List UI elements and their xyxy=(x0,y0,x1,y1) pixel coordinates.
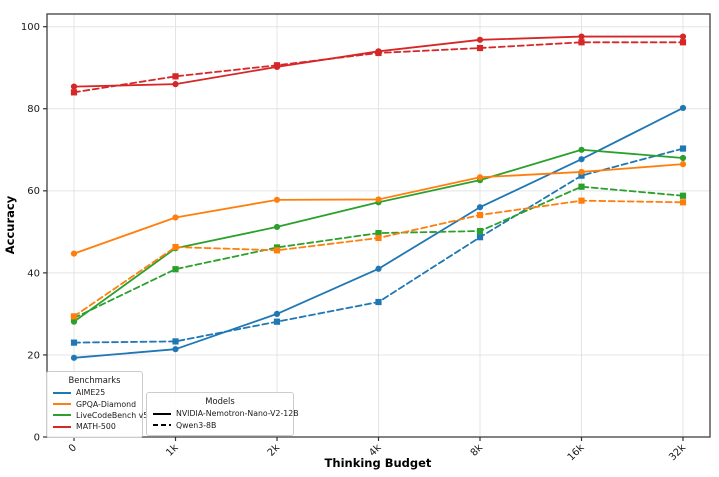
legend-entry-gpqa-diamond: GPQA-Diamond xyxy=(53,398,136,409)
tick-layer xyxy=(43,26,684,441)
data-point xyxy=(273,223,281,231)
legend-line-swatch xyxy=(53,425,71,428)
data-point xyxy=(578,156,585,163)
legend-title: Models xyxy=(205,396,235,406)
x-tick-label: 8k xyxy=(469,442,486,459)
data-point xyxy=(273,196,281,203)
data-point xyxy=(679,199,687,206)
y-tick-label: 0 xyxy=(34,433,40,444)
grid-layer xyxy=(47,14,710,438)
legend-entry-aime25: AIME25 xyxy=(53,387,136,398)
data-point xyxy=(375,196,382,203)
data-point xyxy=(70,354,78,361)
legend-entry-label: Qwen3-8B xyxy=(176,420,217,430)
data-point xyxy=(476,204,484,211)
data-point xyxy=(172,73,179,80)
data-point xyxy=(679,33,687,40)
y-tick-label: 100 xyxy=(21,22,40,33)
y-tick-label: 20 xyxy=(27,350,40,361)
data-point xyxy=(375,49,382,57)
data-point xyxy=(476,44,484,52)
legend-entry-label: MATH-500 xyxy=(76,422,116,432)
data-point xyxy=(70,83,78,90)
data-point xyxy=(172,243,179,251)
legend-entry-label: NVIDIA-Nemotron-Nano-V2-12B xyxy=(176,409,299,419)
legend-line-swatch-solid xyxy=(153,412,171,415)
data-point xyxy=(679,145,687,152)
data-point xyxy=(172,338,179,345)
x-tick-label: 0 xyxy=(67,442,79,454)
data-point xyxy=(578,183,585,190)
data-point xyxy=(476,211,484,219)
legend-entry-label: AIME25 xyxy=(76,388,106,398)
legend-title: Benchmarks xyxy=(68,375,121,385)
x-tick-label: 1k xyxy=(164,442,181,459)
legend-entry-nemotron: NVIDIA-Nemotron-Nano-V2-12B xyxy=(153,408,299,419)
y-tick-label: 80 xyxy=(27,104,40,115)
data-point xyxy=(273,310,281,318)
legend-entry-math-500: MATH-500 xyxy=(53,421,136,432)
data-point xyxy=(578,197,585,204)
data-point xyxy=(375,229,382,237)
data-point xyxy=(172,346,179,353)
data-point xyxy=(476,234,484,241)
legend-entry-livecodebench-v5: LiveCodeBench v5 xyxy=(53,410,148,421)
data-point xyxy=(578,33,585,40)
data-point xyxy=(679,154,687,162)
legend-entry-label: LiveCodeBench v5 xyxy=(76,410,149,420)
data-point xyxy=(273,62,281,69)
legend-line-swatch xyxy=(53,414,71,417)
data-point xyxy=(679,161,687,168)
data-point xyxy=(578,146,585,153)
data-point xyxy=(476,227,484,235)
data-point xyxy=(578,172,585,179)
x-axis-label: Thinking Budget xyxy=(325,456,432,470)
legend-entry-qwen3-8b: Qwen3-8B xyxy=(153,419,287,430)
series-layer xyxy=(70,33,687,361)
data-point xyxy=(679,192,687,199)
data-point xyxy=(476,174,484,181)
data-point xyxy=(70,89,78,96)
data-point xyxy=(70,250,78,257)
data-point xyxy=(375,298,382,306)
x-tick-label: 32k xyxy=(667,442,688,463)
data-point xyxy=(70,339,78,346)
data-point xyxy=(578,39,585,46)
data-point xyxy=(375,265,382,272)
data-point xyxy=(70,313,78,320)
legend-line-swatch xyxy=(53,391,71,394)
data-point xyxy=(679,39,687,46)
legend-entry-label: GPQA-Diamond xyxy=(76,399,137,409)
data-point xyxy=(273,247,281,254)
data-point xyxy=(679,104,687,112)
data-point xyxy=(172,81,179,88)
y-tick-label: 40 xyxy=(27,268,40,279)
data-point xyxy=(172,214,179,221)
y-tick-label: 60 xyxy=(27,186,40,197)
data-point xyxy=(375,234,382,242)
legend-line-swatch xyxy=(53,403,71,406)
data-point xyxy=(476,36,484,43)
data-point xyxy=(273,318,281,325)
x-tick-label: 16k xyxy=(566,442,587,463)
legend-models: Models NVIDIA-Nemotron-Nano-V2-12B Qwen3… xyxy=(146,392,299,436)
legend-line-swatch-dashed xyxy=(153,423,171,427)
data-point xyxy=(578,168,585,176)
data-point xyxy=(172,266,179,273)
legend-benchmarks: Benchmarks AIME25 GPQA-Diamond LiveCodeB… xyxy=(46,371,148,438)
y-axis-label: Accuracy xyxy=(3,195,17,254)
x-tick-label: 2k xyxy=(266,442,283,459)
